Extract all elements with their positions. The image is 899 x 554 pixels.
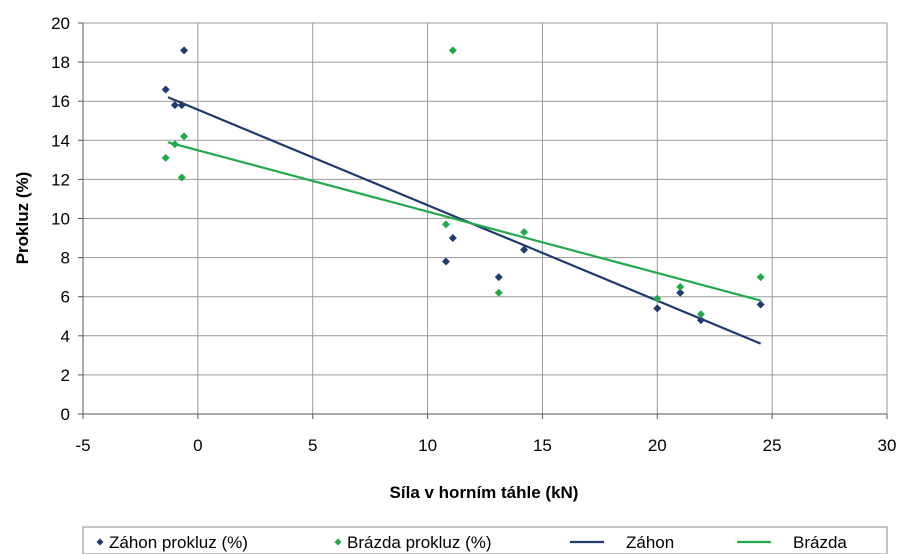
x-tick-label: 30 [878, 436, 897, 455]
data-point-zahon-prokluz [441, 257, 450, 266]
trend-lines [167, 96, 762, 345]
x-tick-label: 25 [763, 436, 782, 455]
y-tick-label: 8 [61, 249, 70, 268]
y-tick-label: 18 [51, 53, 70, 72]
y-tick-label: 10 [51, 210, 70, 229]
data-point-zahon-prokluz [520, 245, 529, 254]
legend-label-brazda-prokluz: Brázda prokluz (%) [347, 533, 492, 552]
data-point-brazda-prokluz [676, 282, 685, 291]
legend-label-zahon: Záhon [626, 533, 674, 552]
data-point-zahon-prokluz [756, 300, 765, 309]
legend-swatch-brazda-prokluz [334, 538, 342, 546]
x-tick-label: 10 [418, 436, 437, 455]
data-point-brazda-prokluz [180, 132, 189, 141]
y-tick-label: 4 [61, 327, 70, 346]
legend: Záhon prokluz (%) Brázda prokluz (%) Záhon… [82, 526, 888, 554]
data-point-brazda-prokluz [161, 153, 170, 162]
y-tick-label: 16 [51, 92, 70, 111]
data-points [161, 46, 765, 325]
y-tick-labels: 0 2 4 6 8 10 12 14 16 18 20 [51, 14, 70, 424]
x-tick-label: 5 [308, 436, 317, 455]
data-point-zahon-prokluz [177, 101, 186, 110]
y-tick-label: 14 [51, 131, 70, 150]
x-tick-label: 20 [648, 436, 667, 455]
data-point-brazda-prokluz [441, 220, 450, 229]
legend-label-brazda: Brázda [793, 533, 847, 552]
data-point-brazda-prokluz [448, 46, 457, 55]
trend-line-brazda [167, 141, 761, 302]
data-point-zahon-prokluz [696, 316, 705, 325]
legend-entries: Záhon prokluz (%) Brázda prokluz (%) Záhon… [96, 533, 847, 552]
y-tick-label: 0 [61, 405, 70, 424]
data-point-zahon-prokluz [494, 273, 503, 282]
y-tick-label: 6 [61, 288, 70, 307]
data-point-brazda-prokluz [520, 228, 529, 237]
data-point-zahon-prokluz [180, 46, 189, 55]
y-tick-label: 2 [61, 366, 70, 385]
x-tick-labels: -5 0 5 10 15 20 25 30 [75, 436, 896, 455]
y-tick-label: 20 [51, 14, 70, 33]
y-tick-label: 12 [51, 170, 70, 189]
data-point-brazda-prokluz [177, 173, 186, 182]
y-axis-title: Prokluz (%) [13, 172, 32, 265]
data-point-zahon-prokluz [170, 101, 179, 110]
data-point-zahon-prokluz [448, 234, 457, 243]
x-tick-label: -5 [75, 436, 90, 455]
legend-label-zahon-prokluz: Záhon prokluz (%) [109, 533, 248, 552]
data-point-brazda-prokluz [170, 140, 179, 149]
data-point-brazda-prokluz [653, 294, 662, 303]
data-point-zahon-prokluz [653, 304, 662, 313]
legend-swatch-zahon-prokluz [96, 538, 104, 546]
grid [78, 22, 888, 419]
data-point-zahon-prokluz [676, 288, 685, 297]
x-tick-label: 15 [533, 436, 552, 455]
x-axis-title: Síla v horním táhle (kN) [390, 483, 579, 502]
data-point-brazda-prokluz [696, 310, 705, 319]
legend-box [82, 526, 888, 554]
data-point-brazda-prokluz [756, 273, 765, 282]
data-point-brazda-prokluz [494, 288, 503, 297]
data-point-zahon-prokluz [161, 85, 170, 94]
x-tick-label: 0 [193, 436, 202, 455]
